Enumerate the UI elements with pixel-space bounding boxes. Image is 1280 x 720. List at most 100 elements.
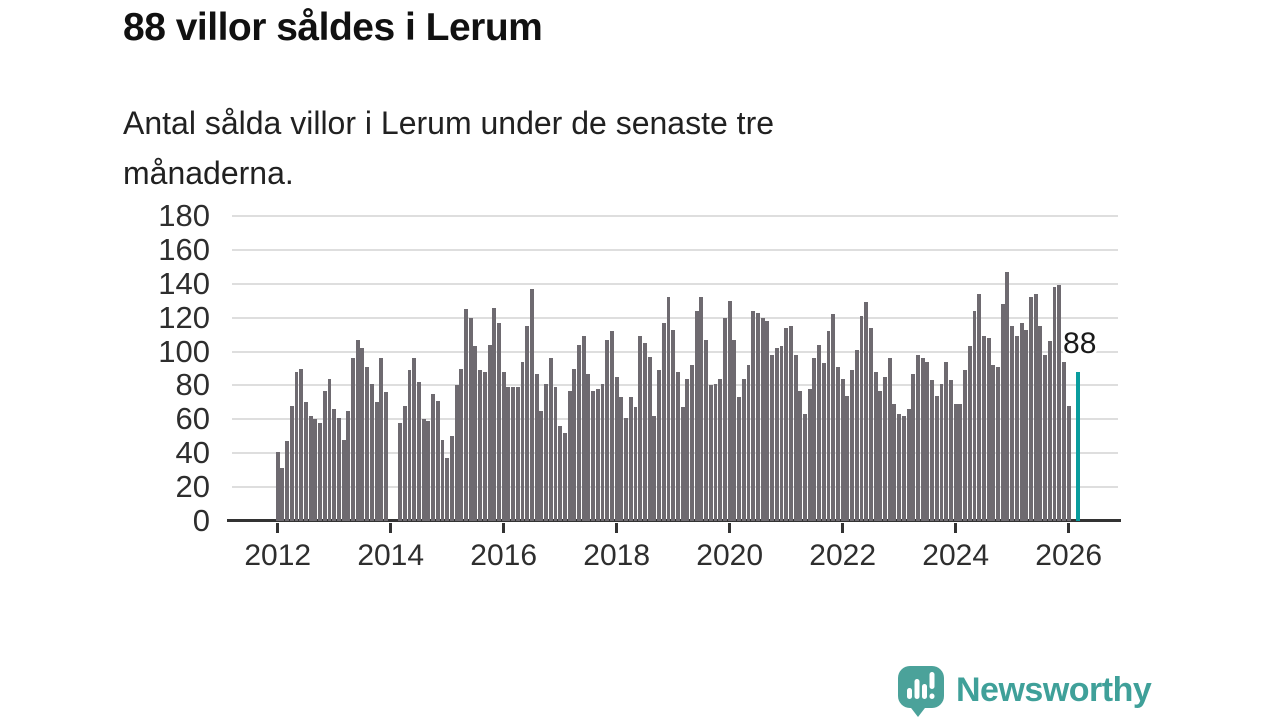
bar (577, 344, 581, 521)
x-axis-tick (954, 523, 958, 533)
bar (520, 361, 525, 521)
bar (845, 395, 850, 521)
highlighted-bar (1076, 371, 1080, 521)
bar (694, 310, 699, 521)
bar (930, 380, 935, 521)
bar (831, 314, 836, 521)
bar (840, 378, 845, 521)
bar (478, 370, 483, 521)
bar (873, 371, 878, 521)
bar (699, 297, 704, 521)
y-axis-tick-label: 40 (175, 435, 210, 471)
bar (600, 383, 605, 521)
bar (313, 419, 318, 521)
bar (332, 409, 337, 521)
bar (1057, 285, 1062, 521)
bar (473, 346, 478, 521)
bar (981, 336, 986, 521)
page-title: 88 villor såldes i Lerum (123, 6, 543, 49)
bar (534, 373, 539, 521)
bar (515, 387, 520, 521)
y-axis-tick-label: 80 (175, 367, 210, 403)
bar (511, 387, 516, 521)
chart-subtitle-line2: månaderna. (123, 155, 294, 191)
bar (944, 361, 949, 521)
bar (737, 397, 742, 521)
bar (647, 356, 652, 521)
gridline (232, 282, 1118, 285)
bar (887, 358, 892, 521)
y-axis-tick-label: 160 (158, 231, 210, 267)
bar (1024, 329, 1029, 521)
bar (883, 376, 887, 521)
bar (454, 385, 459, 521)
y-axis-tick-label: 120 (158, 299, 210, 335)
newsworthy-logo-icon (898, 666, 944, 717)
bar (374, 402, 379, 521)
bar (1033, 293, 1038, 521)
bar (1014, 336, 1019, 521)
bar (492, 307, 497, 521)
bar (275, 451, 280, 521)
bar (558, 426, 563, 521)
x-axis-tick-label: 2020 (696, 539, 764, 572)
bar (746, 365, 751, 521)
bar (953, 404, 958, 521)
bar (1038, 326, 1043, 521)
bar (826, 331, 831, 521)
bar (628, 397, 633, 521)
bar (967, 346, 972, 521)
bar (854, 349, 859, 521)
bar (723, 317, 727, 521)
x-axis-tick-label: 2024 (922, 539, 990, 572)
gridline (232, 248, 1118, 251)
bar (751, 310, 756, 521)
bar (732, 339, 737, 521)
bar (289, 405, 294, 521)
bar (859, 315, 864, 521)
bar (897, 414, 902, 521)
bar (1029, 297, 1033, 521)
bar (525, 326, 530, 521)
bar (920, 358, 925, 521)
bar (817, 344, 822, 521)
bar (1061, 361, 1066, 521)
bar (1043, 354, 1048, 521)
bar (788, 326, 793, 521)
bar (407, 370, 412, 521)
bar (539, 410, 544, 521)
y-axis-tick-label: 60 (175, 401, 210, 437)
x-axis-tick (841, 523, 845, 533)
bar (765, 321, 770, 521)
bar (1052, 287, 1057, 521)
x-axis-tick-label: 2018 (583, 539, 651, 572)
brand-footer: Newsworthy (895, 664, 1152, 717)
bar (1005, 271, 1010, 521)
bar (784, 327, 789, 521)
brand-name: Newsworthy (956, 671, 1152, 709)
y-axis-tick-label: 0 (192, 503, 210, 538)
bar (548, 358, 553, 521)
bar (369, 383, 374, 521)
bar (459, 368, 464, 521)
x-axis-tick-label: 2026 (1035, 539, 1103, 572)
bar (280, 468, 285, 521)
bar (977, 293, 982, 521)
bar (958, 404, 963, 521)
bar (318, 422, 322, 521)
bar (657, 370, 661, 521)
bar (798, 390, 803, 521)
gridline (232, 316, 1118, 319)
bar (341, 439, 346, 521)
bar (610, 331, 614, 521)
bar (426, 421, 431, 521)
bar (299, 368, 304, 521)
bar (836, 366, 840, 521)
bar (807, 388, 812, 521)
bar (1066, 405, 1071, 521)
bar (360, 348, 365, 521)
bar (770, 354, 774, 521)
bar (435, 400, 440, 521)
bar (633, 407, 638, 521)
bar (675, 371, 680, 521)
